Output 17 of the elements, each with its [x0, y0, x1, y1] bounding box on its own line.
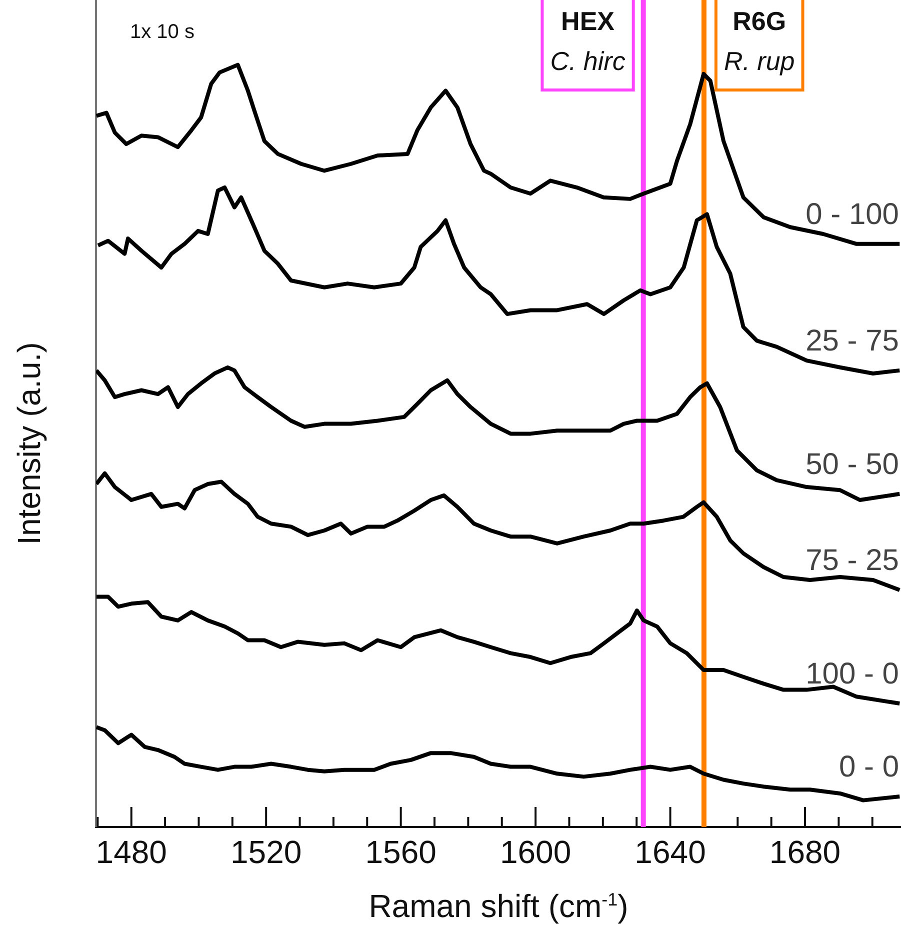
- series-label: 50 - 50: [806, 448, 899, 481]
- ref-line-label: HEX C. hirc: [550, 6, 626, 76]
- x-tick-label: 1480: [96, 834, 167, 870]
- x-axis-title: Raman shift (cm$^{-1}$): [368, 888, 630, 925]
- x-tick-label: 1520: [230, 834, 302, 870]
- series-label: 75 - 25: [806, 544, 899, 577]
- series-label: 25 - 75: [806, 324, 899, 358]
- x-tick-label: 1600: [500, 834, 572, 870]
- text: 1x 10 s: [130, 21, 194, 43]
- x-tick-label: 1640: [634, 834, 706, 870]
- series-label: 100 - 0: [806, 658, 899, 691]
- series-label: 0 - 0: [838, 750, 899, 784]
- x-tick-label: 1560: [365, 834, 436, 870]
- ref-line-label: R6G R. rup: [724, 6, 795, 76]
- series-label: 0 - 100: [806, 198, 899, 231]
- x-tick-label: 1680: [769, 834, 841, 870]
- y-axis-title: Intensity (a.u.): [11, 342, 47, 545]
